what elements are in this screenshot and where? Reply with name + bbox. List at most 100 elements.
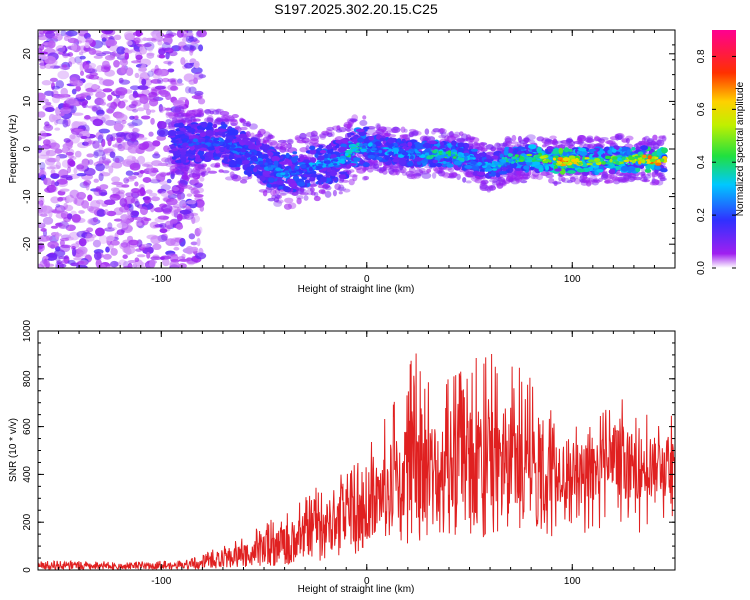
signal-halo-blob [486, 144, 494, 150]
signal-core-blob [318, 164, 324, 166]
signal-blob [551, 148, 559, 154]
signal-core-blob [424, 148, 431, 152]
noise-blob [80, 96, 85, 101]
noise-blob [124, 31, 135, 39]
signal-halo-blob [604, 180, 614, 184]
signal-blob [330, 170, 337, 176]
signal-blob [253, 167, 257, 172]
noise-blob [104, 209, 109, 215]
figure: S197.2025.302.20.15.C25 -100 0 100 -20-100… [0, 0, 750, 600]
signal-blob [363, 126, 369, 129]
noise-blob [82, 102, 86, 108]
noise-blob [66, 30, 78, 36]
signal-core-blob [515, 154, 519, 157]
noise-blob [45, 107, 55, 112]
signal-blob [407, 161, 413, 166]
signal-blob [314, 153, 318, 157]
noise-blob [95, 163, 105, 171]
signal-core-blob [368, 143, 372, 147]
signal-halo-blob [567, 180, 573, 183]
signal-halo-blob [433, 167, 438, 171]
noise-blob [55, 232, 59, 240]
noise-blob [128, 176, 137, 180]
signal-blob [363, 162, 370, 167]
signal-core-blob [622, 157, 625, 161]
noise-blob [108, 243, 114, 249]
noise-blob [57, 70, 69, 79]
signal-blob [569, 149, 573, 152]
signal-blob [320, 176, 327, 182]
signal-core-blob [404, 155, 409, 158]
signal-blob [305, 180, 310, 184]
noise-blob [166, 111, 170, 118]
signal-halo-blob [438, 135, 446, 139]
signal-blob [309, 146, 315, 151]
noise-blob [95, 186, 101, 192]
noise-blob [151, 196, 160, 201]
signal-blob [222, 133, 226, 137]
signal-blob [442, 161, 446, 164]
signal-blob [195, 158, 202, 162]
noise-blob [141, 79, 146, 86]
noise-blob [35, 201, 43, 204]
signal-core-blob [340, 159, 344, 162]
signal-core-blob [371, 148, 377, 151]
noise-blob [161, 204, 172, 213]
noise-blob [56, 45, 66, 52]
noise-blob [76, 231, 87, 238]
noise-blob [72, 248, 76, 257]
signal-blob [279, 161, 288, 164]
noise-blob [133, 142, 140, 149]
signal-halo-blob [566, 138, 571, 145]
noise-blob [191, 42, 195, 46]
noise-blob [135, 73, 140, 78]
signal-halo-blob [333, 190, 337, 197]
noise-blob [142, 164, 150, 167]
noise-blob [157, 189, 162, 195]
noise-blob [139, 170, 144, 174]
noise-blob [101, 33, 108, 39]
signal-halo-blob [552, 181, 561, 184]
noise-blob [72, 214, 81, 223]
signal-blob [292, 151, 297, 154]
noise-blob [117, 138, 122, 143]
signal-halo-blob [533, 174, 539, 179]
signal-halo-blob [389, 129, 398, 133]
noise-blob [53, 210, 63, 213]
noise-blob [160, 90, 170, 97]
signal-core-blob [594, 158, 600, 162]
signal-halo-blob [279, 146, 283, 149]
signal-halo-blob [537, 136, 545, 141]
signal-core-blob [526, 154, 532, 157]
noise-blob [92, 140, 99, 148]
signal-blob [399, 159, 406, 165]
signal-blob [446, 164, 453, 168]
signal-halo-blob [584, 180, 593, 183]
signal-core-blob [245, 153, 250, 157]
signal-blob [368, 136, 374, 141]
noise-blob [105, 120, 116, 126]
noise-blob [76, 261, 84, 264]
noise-blob [96, 65, 104, 72]
noise-blob [186, 33, 193, 36]
noise-blob [131, 210, 139, 216]
noise-blob [85, 42, 90, 48]
signal-blob [656, 150, 661, 156]
signal-core-blob [214, 138, 219, 141]
noise-blob [162, 258, 170, 266]
signal-blob [258, 171, 263, 175]
noise-blob [134, 182, 138, 187]
noise-blob [90, 200, 100, 209]
noise-blob [40, 59, 44, 68]
noise-blob [131, 188, 141, 193]
noise-blob [147, 71, 154, 77]
signal-core-blob [253, 159, 258, 162]
signal-blob [241, 157, 245, 161]
noise-blob [152, 244, 161, 250]
noise-blob [157, 128, 169, 137]
noise-blob [194, 182, 203, 187]
noise-blob [198, 98, 205, 104]
signal-blob [172, 148, 178, 151]
signal-blob [181, 157, 186, 164]
signal-core-blob [587, 163, 590, 165]
